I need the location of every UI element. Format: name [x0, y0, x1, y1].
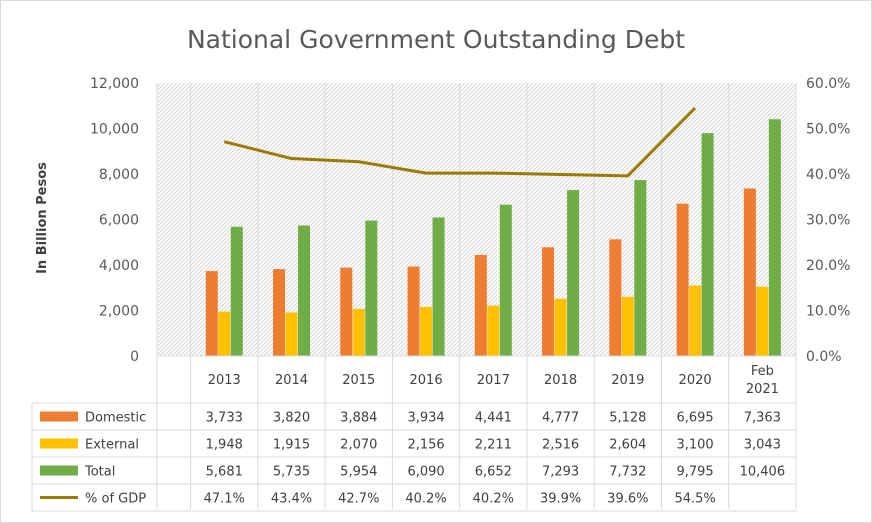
category-label: 2017	[477, 373, 510, 388]
table-cell: 2,156	[407, 438, 444, 453]
legend-key	[40, 411, 78, 422]
table-cell: 10,406	[740, 465, 786, 480]
table-cell: 7,293	[542, 465, 579, 480]
y2-tick-label: 40.0%	[806, 167, 850, 183]
domestic-bar	[609, 239, 622, 356]
table-cell: 3,884	[340, 411, 377, 426]
legend-label: External	[85, 438, 139, 453]
table-cell: 6,695	[676, 411, 713, 426]
table-cell: 7,732	[609, 465, 646, 480]
domestic-bar	[340, 267, 353, 356]
domestic-bar	[542, 247, 555, 356]
category-label: 2015	[342, 373, 375, 388]
y-tick-label: 12,000	[90, 76, 139, 92]
y2-tick-label: 20.0%	[806, 258, 850, 274]
table-cell: 3,043	[744, 438, 781, 453]
category-label: 2019	[611, 373, 644, 388]
table-cell: 5,735	[273, 465, 310, 480]
table-cell: 5,128	[609, 411, 646, 426]
table-cell: 9,795	[676, 465, 713, 480]
table-cell: 7,363	[744, 411, 781, 426]
legend-key	[40, 438, 78, 449]
y2-tick-label: 60.0%	[806, 76, 850, 92]
y-tick-label: 2,000	[99, 304, 139, 320]
total-bar	[634, 180, 647, 356]
y2-tick-label: 50.0%	[806, 122, 850, 138]
table-cell: 6,652	[475, 465, 512, 480]
category-label: 2018	[544, 373, 577, 388]
data-table: 2013 2014 2015 2016 2017 2018 2019 2020 Feb 2021 D…	[31, 364, 796, 512]
external-bar	[352, 308, 365, 356]
legend-label: Total	[84, 465, 115, 480]
total-bar	[432, 217, 445, 356]
table-cell: 4,441	[475, 411, 512, 426]
category-label: 2021	[746, 382, 779, 397]
external-bar	[420, 306, 433, 356]
total-bar	[230, 226, 243, 356]
external-bar	[756, 286, 769, 356]
table-cell: 3,100	[676, 438, 713, 453]
plot-area: 0 2,000 4,000 6,000 8,000 10,000 12,000 0.0% 10.…	[90, 76, 850, 509]
table-cell: 3,934	[407, 411, 444, 426]
total-bar	[298, 225, 311, 356]
table-cell: 54.5%	[674, 492, 715, 507]
domestic-bar	[407, 266, 420, 356]
table-cell: 39.6%	[607, 492, 648, 507]
external-bar	[689, 285, 702, 356]
legend-label: % of GDP	[85, 492, 146, 507]
y-tick-label: 4,000	[99, 258, 139, 274]
table-cell: 5,954	[340, 465, 377, 480]
total-bar	[567, 190, 580, 356]
total-bar	[365, 220, 378, 356]
domestic-bar	[273, 269, 286, 356]
domestic-bar	[676, 203, 689, 356]
category-label: 2020	[679, 373, 712, 388]
table-cell: 47.1%	[204, 492, 245, 507]
y-tick-label: 10,000	[90, 122, 139, 138]
domestic-bar	[743, 188, 756, 356]
total-bar	[768, 119, 781, 357]
table-cell: 2,070	[340, 438, 377, 453]
table-cell: 40.2%	[405, 492, 446, 507]
table-cell: 3,733	[206, 411, 243, 426]
legend-label: Domestic	[85, 411, 146, 426]
category-label: Feb	[751, 364, 774, 379]
category-label: 2016	[410, 373, 443, 388]
y2-tick-label: 10.0%	[806, 304, 850, 320]
external-bar	[487, 305, 500, 356]
table-cell: 5,681	[206, 465, 243, 480]
external-bar	[554, 298, 567, 356]
y-tick-label: 6,000	[99, 213, 139, 229]
y-tick-label: 8,000	[99, 167, 139, 183]
chart-title: National Government Outstanding Debt	[187, 25, 685, 54]
total-bar	[701, 133, 714, 356]
external-bar	[218, 311, 231, 356]
y2-tick-label: 30.0%	[806, 213, 850, 229]
table-cell: 43.4%	[271, 492, 312, 507]
table-cell: 39.9%	[540, 492, 581, 507]
external-bar	[285, 312, 298, 356]
table-cell: 6,090	[407, 465, 444, 480]
table-cell: 1,915	[273, 438, 310, 453]
table-cell: 3,820	[273, 411, 310, 426]
domestic-bar	[474, 254, 487, 356]
domestic-bar	[205, 271, 218, 356]
y-tick-label: 0	[130, 349, 139, 365]
y-axis-label: In Billion Pesos	[35, 162, 50, 274]
category-label: 2013	[208, 373, 241, 388]
table-cell: 2,211	[475, 438, 512, 453]
gdp-line	[223, 106, 697, 178]
external-bar	[621, 296, 634, 356]
total-bar	[499, 204, 512, 356]
table-cell: 4,777	[542, 411, 579, 426]
legend-key	[40, 465, 78, 476]
table-cell: 42.7%	[338, 492, 379, 507]
table-cell: 1,948	[206, 438, 243, 453]
table-cell: 2,516	[542, 438, 579, 453]
table-cell: 40.2%	[473, 492, 514, 507]
y2-tick-label: 0.0%	[806, 349, 842, 365]
category-label: 2014	[275, 373, 308, 388]
table-cell: 2,604	[609, 438, 646, 453]
